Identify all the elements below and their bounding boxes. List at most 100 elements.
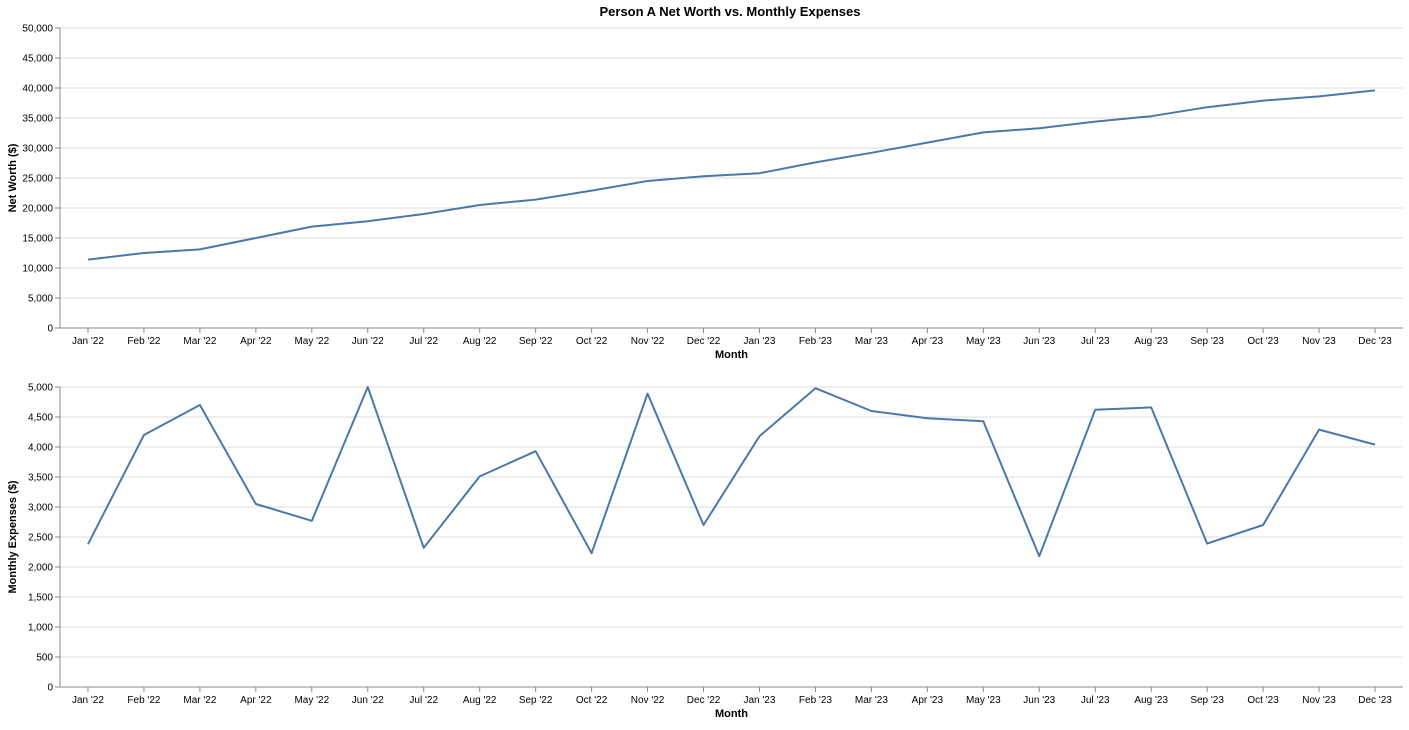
chart-2-data-point [254,502,258,506]
chart-1-data-point [646,179,650,183]
chart-1-data-point [86,258,90,262]
chart-1-x-tick-label: Dec '23 [1358,336,1392,347]
chart-1-data-point [142,251,146,255]
chart-2-x-tick-label: Jul '22 [409,695,438,706]
chart-2-data-point [1261,523,1265,527]
chart-1-x-tick-label: Apr '22 [240,336,272,347]
chart-2-data-point [1037,554,1041,558]
chart-1-x-tick-label: Aug '23 [1134,336,1168,347]
chart-2-data-point [198,403,202,407]
chart-2-data-point [702,523,706,527]
chart-2-y-tick-label: 4,500 [28,413,53,424]
chart-1-x-tick-label: Jun '23 [1023,336,1055,347]
chart-2-x-tick-label: Apr '22 [240,695,272,706]
chart-1-x-tick-label: Dec '22 [687,336,721,347]
chart-1-y-tick-label: 40,000 [22,84,53,95]
chart-1-data-point [757,171,761,175]
chart-1-data-point [702,174,706,178]
chart-1-x-tick-label: Oct '22 [576,336,608,347]
chart-1-x-tick-label: Aug '22 [463,336,497,347]
chart-2-data-point [925,416,929,420]
chart-1-x-tick-label: Apr '23 [912,336,944,347]
chart-1-data-point [1093,120,1097,124]
chart-1-data-point [366,219,370,223]
chart-2-data-point [142,433,146,437]
chart-2-y-tick-label: 3,000 [28,503,53,514]
chart-2-x-tick-label: May '22 [294,695,329,706]
chart-1-y-axis-title: Net Worth ($) [7,143,19,212]
chart-2-data-point [1149,405,1153,409]
chart-1-data-point [1261,99,1265,103]
chart-2-x-tick-label: Sep '23 [1190,695,1224,706]
chart-1-data-point [422,212,426,216]
chart-1-y-tick-label: 10,000 [22,264,53,275]
chart-1-x-tick-label: Nov '23 [1302,336,1336,347]
chart-2-y-axis-title: Monthly Expenses ($) [7,480,19,593]
chart-2-x-tick-label: Feb '22 [127,695,160,706]
chart-1-x-tick-label: May '22 [294,336,329,347]
chart-2-data-point [1317,428,1321,432]
chart-2-x-tick-label: Aug '23 [1134,695,1168,706]
chart-2-x-tick-label: Jul '23 [1081,695,1110,706]
chart-1-y-tick-label: 35,000 [22,114,53,125]
chart-1-x-tick-label: Feb '23 [799,336,832,347]
chart-1-data-point [1205,105,1209,109]
chart-2-data-point [1373,443,1377,447]
chart-1-x-tick-label: Jul '22 [409,336,438,347]
chart-2-data-point [869,409,873,413]
chart-2-x-tick-label: Mar '22 [183,695,216,706]
chart-title: Person A Net Worth vs. Monthly Expenses [599,4,861,19]
chart-2-data-point [1205,542,1209,546]
chart-2-y-tick-label: 4,000 [28,443,53,454]
chart-1-data-point [254,236,258,240]
chart-2-x-tick-label: Aug '22 [463,695,497,706]
chart-2-y-tick-label: 5,000 [28,383,53,394]
chart-1-x-tick-label: Mar '22 [183,336,216,347]
chart-1-x-tick-label: Feb '22 [127,336,160,347]
chart-1-x-tick-label: Jul '23 [1081,336,1110,347]
chart-2-x-tick-label: Sep '22 [519,695,553,706]
chart-2-y-tick-label: 1,000 [28,623,53,634]
chart-1-x-tick-label: Mar '23 [855,336,888,347]
chart-2-data-point [981,419,985,423]
chart-2-data-point [1093,408,1097,412]
chart-2-x-axis-title: Month [715,708,748,720]
chart-1-data-point [925,141,929,145]
chart-1-data-point [198,247,202,251]
chart-2-x-tick-label: Jan '23 [744,695,776,706]
chart-1-x-tick-label: Oct '23 [1247,336,1279,347]
chart-1-y-tick-label: 50,000 [22,24,53,35]
chart-2-x-tick-label: Oct '23 [1247,695,1279,706]
chart-2-data-point [310,519,314,523]
chart-2-y-tick-label: 0 [47,683,53,694]
chart-2-y-tick-label: 500 [36,653,53,664]
chart-1-x-axis-title: Month [715,349,748,361]
chart-2-x-tick-label: May '23 [966,695,1001,706]
chart-2-x-tick-label: Jun '23 [1023,695,1055,706]
chart-1-data-point [869,151,873,155]
chart-2-y-tick-label: 1,500 [28,593,53,604]
chart-2-y-tick-label: 2,500 [28,533,53,544]
chart-1-y-tick-label: 5,000 [28,294,53,305]
chart-2-data-point [366,385,370,389]
chart-2-data-point [534,449,538,453]
chart-2-x-tick-label: Nov '23 [1302,695,1336,706]
chart-1-data-point [981,130,985,134]
chart-2-x-tick-label: Jan '22 [72,695,104,706]
chart-2-x-tick-label: Oct '22 [576,695,608,706]
chart-1-data-point [310,225,314,229]
chart-1-y-tick-label: 25,000 [22,174,53,185]
chart-2-series-line [87,386,1376,558]
chart-2-x-tick-label: Feb '23 [799,695,832,706]
chart-2-x-tick-label: Nov '22 [631,695,665,706]
chart-1-y-tick-label: 0 [47,324,53,335]
chart-1-y-tick-label: 30,000 [22,144,53,155]
chart-1-data-point [478,203,482,207]
chart-1-x-tick-label: Jan '22 [72,336,104,347]
chart-1-series-line [87,89,1376,261]
chart-1-data-point [1373,88,1377,92]
chart-1-data-point [534,198,538,202]
chart-1-x-tick-label: Nov '22 [631,336,665,347]
